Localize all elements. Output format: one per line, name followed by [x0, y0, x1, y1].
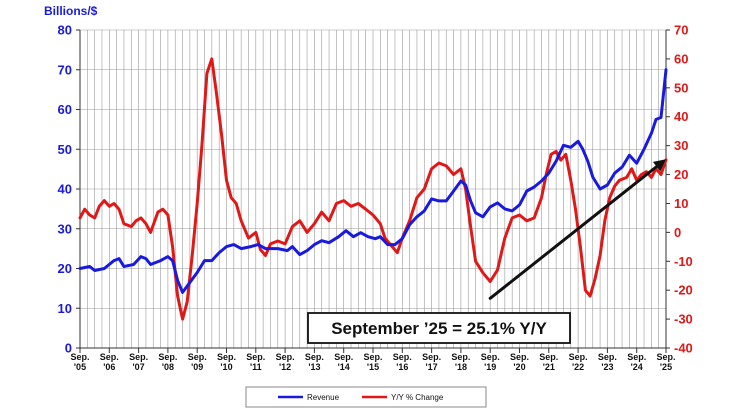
x-tick-label-year: '24 — [631, 362, 643, 372]
x-tick-label-month: Sep. — [70, 352, 89, 362]
x-tick-label-year: '16 — [396, 362, 408, 372]
x-tick-label-month: Sep. — [422, 352, 441, 362]
x-tick-label-year: '23 — [601, 362, 613, 372]
horizontal-gridlines — [80, 29, 666, 309]
x-tick-label-month: Sep. — [539, 352, 558, 362]
right-tick-label: 0 — [674, 225, 681, 240]
right-tick-label: -10 — [674, 254, 693, 269]
x-tick-label-year: '22 — [572, 362, 584, 372]
x-tick-label-month: Sep. — [363, 352, 382, 362]
x-tick-label-month: Sep. — [569, 352, 588, 362]
legend: Revenue Y/Y % Change — [245, 386, 487, 408]
x-tick-label-year: '14 — [338, 362, 350, 372]
yoy-change-line — [78, 57, 668, 321]
x-tick-label-month: Sep. — [276, 352, 295, 362]
right-tick-label: 20 — [674, 167, 688, 182]
right-axis-ticks: -40 -30 -20 -10 0 10 20 30 40 50 60 70 — [666, 23, 693, 356]
x-tick-label-year: '05 — [74, 362, 86, 372]
right-tick-label: 60 — [674, 51, 688, 66]
x-tick-label-month: Sep. — [129, 352, 148, 362]
right-tick-label: -20 — [674, 283, 693, 298]
x-tick-label-month: Sep. — [217, 352, 236, 362]
right-tick-label: 30 — [674, 138, 688, 153]
trend-arrow-head — [652, 159, 666, 172]
revenue-line — [78, 68, 668, 294]
x-tick-label-year: '18 — [455, 362, 467, 372]
left-tick-label: 0 — [65, 341, 72, 356]
x-tick-label-year: '10 — [220, 362, 232, 372]
x-tick-label-year: '20 — [513, 362, 525, 372]
x-tick-label-year: '07 — [133, 362, 145, 372]
x-tick-label-month: Sep. — [510, 352, 529, 362]
x-tick-label-year: '21 — [543, 362, 555, 372]
right-tick-label: 40 — [674, 109, 688, 124]
x-tick-label-year: '11 — [250, 362, 262, 372]
left-tick-label: 80 — [58, 23, 72, 38]
trend-arrow-shaft — [488, 165, 659, 300]
x-tick-label-year: '09 — [191, 362, 203, 372]
left-tick-label: 60 — [58, 102, 72, 117]
right-tick-label: 50 — [674, 80, 688, 95]
x-tick-label-year: '13 — [308, 362, 320, 372]
left-tick-label: 40 — [58, 182, 72, 197]
x-axis-ticks: Sep.'05Sep.'06Sep.'07Sep.'08Sep.'09Sep.'… — [70, 348, 676, 372]
x-tick-label-month: Sep. — [188, 352, 207, 362]
left-tick-label: 20 — [58, 261, 72, 276]
x-tick-label-year: '25 — [660, 362, 672, 372]
right-tick-label: 70 — [674, 23, 688, 38]
x-tick-label-month: Sep. — [481, 352, 500, 362]
x-tick-label-month: Sep. — [598, 352, 617, 362]
annotation-text: September ’25 = 25.1% Y/Y — [331, 319, 547, 338]
left-tick-label: 50 — [58, 142, 72, 157]
left-tick-label: 30 — [58, 221, 72, 236]
trend-arrow — [488, 159, 666, 300]
left-tick-label: 10 — [58, 301, 72, 316]
x-tick-label-year: '06 — [103, 362, 115, 372]
x-tick-label-year: '17 — [426, 362, 438, 372]
legend-label-revenue: Revenue — [307, 393, 340, 402]
annotation-frame — [307, 312, 571, 344]
right-tick-label: -40 — [674, 341, 693, 356]
x-tick-label-month: Sep. — [158, 352, 177, 362]
x-tick-label-month: Sep. — [393, 352, 412, 362]
x-tick-label-month: Sep. — [656, 352, 675, 362]
legend-label-yoy: Y/Y % Change — [391, 393, 444, 402]
right-tick-label: 10 — [674, 196, 688, 211]
x-tick-label-month: Sep. — [246, 352, 265, 362]
series-lines — [78, 57, 668, 321]
x-tick-label-month: Sep. — [305, 352, 324, 362]
right-tick-label: -30 — [674, 312, 693, 327]
y-axis-unit-label: Billions/$ — [44, 4, 98, 18]
x-tick-label-month: Sep. — [627, 352, 646, 362]
x-tick-label-year: '08 — [162, 362, 174, 372]
x-tick-label-month: Sep. — [334, 352, 353, 362]
annotation-box: September ’25 = 25.1% Y/Y — [307, 312, 571, 344]
x-tick-label-month: Sep. — [100, 352, 119, 362]
x-tick-label-year: '12 — [279, 362, 291, 372]
x-tick-label-year: '19 — [484, 362, 496, 372]
left-axis-ticks: 0 10 20 30 40 50 60 70 80 — [58, 23, 80, 356]
left-tick-label: 70 — [58, 62, 72, 77]
x-tick-label-year: '15 — [367, 362, 379, 372]
x-tick-label-month: Sep. — [451, 352, 470, 362]
